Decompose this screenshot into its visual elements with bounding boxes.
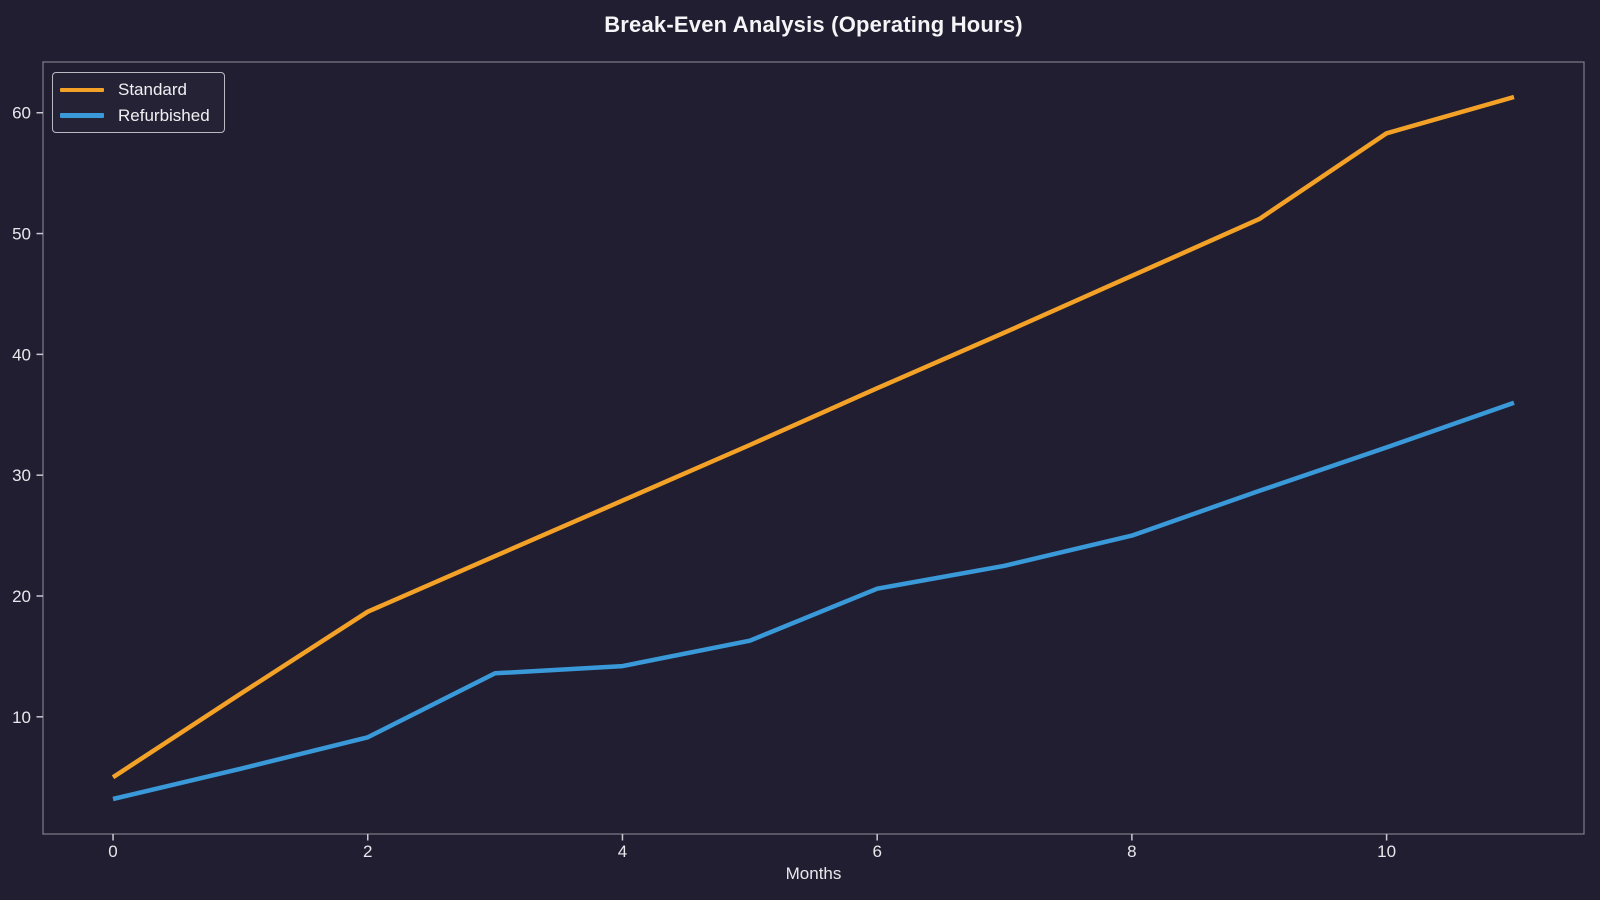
series-line-standard	[111, 94, 1515, 780]
y-tick-label: 20	[12, 587, 31, 606]
x-axis-ticks: 0 2 4 6 8 10	[108, 834, 1396, 861]
x-axis-label: Months	[785, 864, 842, 883]
y-tick-label: 60	[12, 104, 31, 123]
y-tick-label: 10	[12, 708, 31, 727]
y-tick-label: 40	[12, 345, 31, 364]
x-tick-label: 8	[1127, 842, 1136, 861]
x-tick-label: 10	[1377, 842, 1396, 861]
legend-entry-refurbished: Refurbished	[60, 107, 224, 124]
chart-title: Break-Even Analysis (Operating Hours)	[604, 12, 1023, 37]
legend-label-standard: Standard	[118, 80, 187, 100]
legend-swatch-refurbished	[60, 113, 104, 118]
y-axis-ticks: 10 20 30 40 50 60	[12, 104, 43, 727]
y-tick-label: 30	[12, 466, 31, 485]
legend-entry-standard: Standard	[60, 81, 224, 98]
y-tick-label: 50	[12, 225, 31, 244]
chart-legend: Standard Refurbished	[52, 72, 225, 133]
legend-swatch-standard	[60, 87, 104, 92]
plot-spines	[42, 61, 1585, 835]
x-tick-label: 0	[108, 842, 117, 861]
x-tick-label: 6	[872, 842, 881, 861]
x-tick-label: 4	[618, 842, 627, 861]
legend-label-refurbished: Refurbished	[118, 105, 210, 125]
x-tick-label: 2	[363, 842, 372, 861]
series-line-refurbished	[112, 400, 1515, 802]
